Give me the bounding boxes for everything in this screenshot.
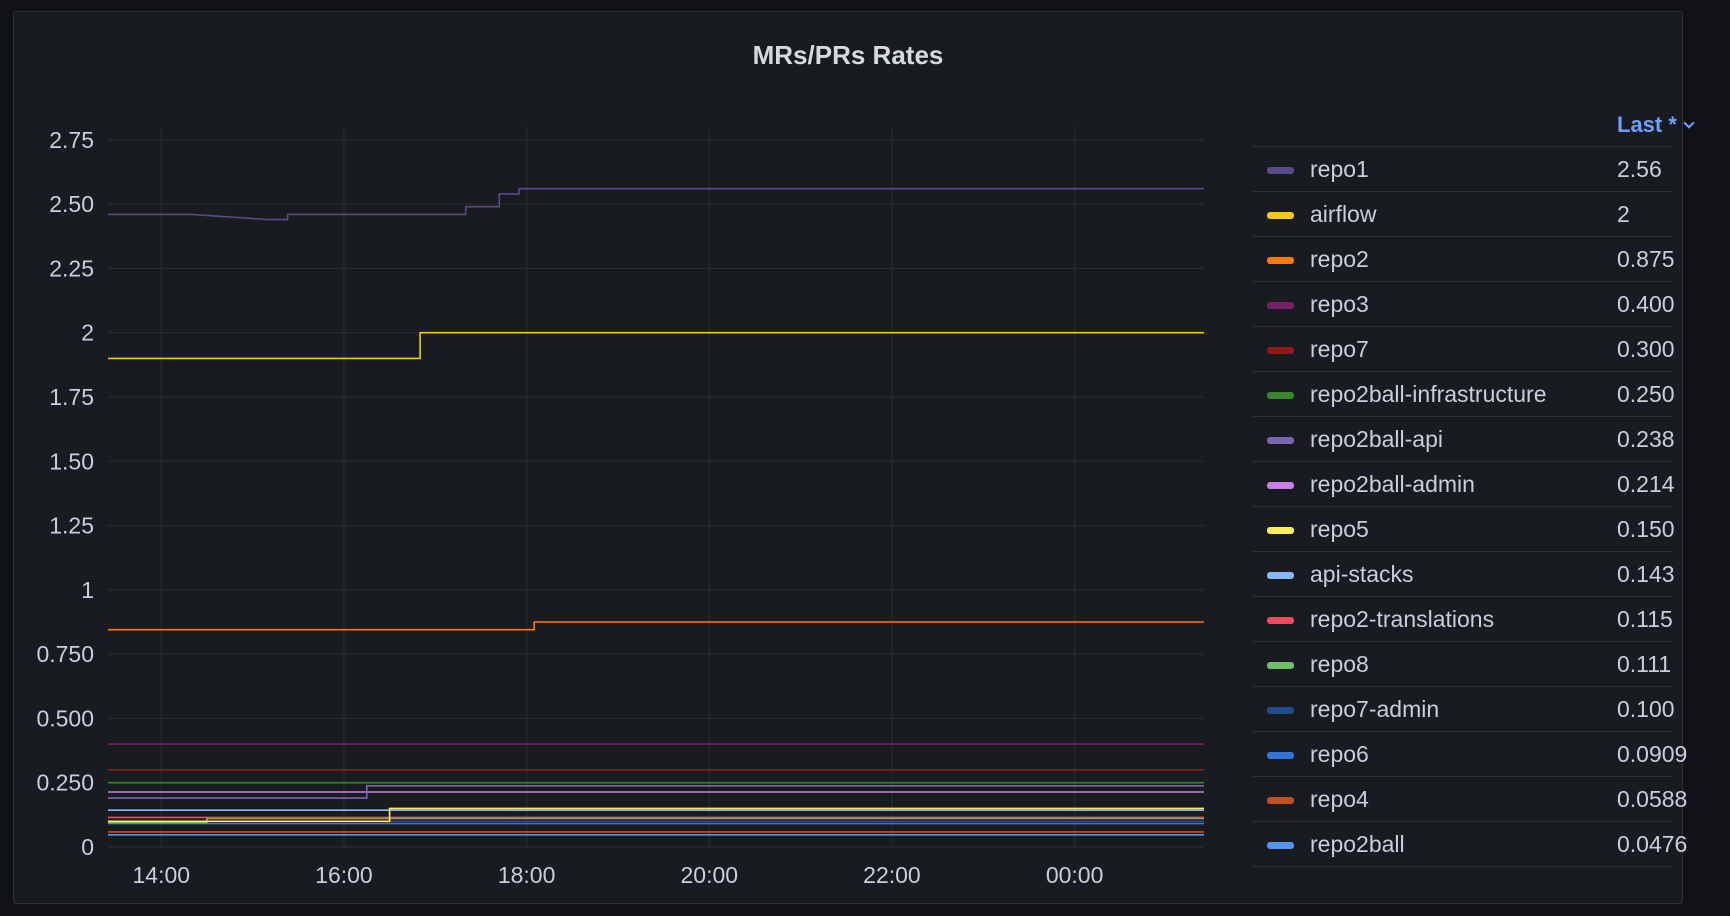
x-tick-label: 14:00: [132, 862, 190, 888]
legend-swatch: [1267, 752, 1294, 759]
line-chart: 0 0.250 0.500 0.750 1 1.25 1.50 1.75 2 2.25 2.50 2.…: [36, 127, 1204, 888]
y-tick-label: 1.50: [49, 448, 94, 474]
chevron-down-icon: [1683, 117, 1695, 129]
legend-last-value: 0.143: [1617, 561, 1675, 587]
legend-series-name: repo2ball-admin: [1310, 471, 1475, 497]
legend-swatch: [1267, 482, 1294, 489]
panel-title: MRs/PRs Rates: [752, 40, 944, 70]
legend-item-repo2ball-api[interactable]: repo2ball-api 0.238: [1252, 417, 1675, 462]
legend-header: Last *: [1252, 102, 1695, 147]
y-tick-label: 1.25: [49, 513, 94, 539]
legend-swatch: [1267, 167, 1294, 174]
legend-last-value: 0.0909: [1617, 741, 1688, 767]
y-tick-label: 2.50: [49, 191, 94, 217]
legend-series-name: repo2ball: [1310, 831, 1405, 857]
legend-item-repo2[interactable]: repo2 0.875: [1252, 237, 1675, 282]
x-tick-label: 18:00: [498, 862, 556, 888]
legend-series-name: repo7: [1310, 336, 1369, 362]
legend-last-value: 0.0588: [1617, 786, 1688, 812]
legend-item-repo5[interactable]: repo5 0.150: [1252, 507, 1675, 552]
legend-last-value: 2.56: [1617, 156, 1662, 182]
legend-swatch: [1267, 707, 1294, 714]
legend-swatch: [1267, 617, 1294, 624]
legend-series-name: repo2: [1310, 246, 1369, 272]
series-line-repo5: [108, 807, 1204, 823]
legend-item-airflow[interactable]: airflow 2: [1252, 192, 1672, 237]
legend-series-name: repo4: [1310, 786, 1369, 812]
legend-swatch: [1267, 842, 1294, 849]
legend-last-value: 0.250: [1617, 381, 1675, 407]
legend-swatch: [1267, 437, 1294, 444]
legend-item-repo2ball[interactable]: repo2ball 0.0476: [1252, 822, 1687, 867]
legend-swatch: [1267, 797, 1294, 804]
legend-swatch: [1267, 392, 1294, 399]
legend-series-name: repo3: [1310, 291, 1369, 317]
legend-last-value: 0.150: [1617, 516, 1675, 542]
y-tick-label: 0.500: [36, 705, 94, 731]
series-line-repo2ball-api: [108, 784, 1204, 799]
x-tick-label: 00:00: [1046, 862, 1104, 888]
legend: Last * repo1 2.56 airflow 2 repo2 0.875 repo3 0…: [1252, 102, 1695, 867]
legend-item-repo2ball-admin[interactable]: repo2ball-admin 0.214: [1252, 462, 1675, 507]
legend-series-name: repo2ball-infrastructure: [1310, 381, 1547, 407]
legend-last-value: 0.0476: [1617, 831, 1688, 857]
legend-last-value: 0.875: [1617, 246, 1675, 272]
legend-last-value: 0.111: [1617, 651, 1672, 677]
y-tick-label: 2.75: [49, 127, 94, 153]
legend-item-api-stacks[interactable]: api-stacks 0.143: [1252, 552, 1675, 597]
legend-last-value: 0.100: [1617, 696, 1675, 722]
legend-item-repo2ball-infrastructure[interactable]: repo2ball-infrastructure 0.250: [1252, 372, 1675, 417]
series-line-repo2: [108, 621, 1204, 631]
legend-last-value: 0.400: [1617, 291, 1675, 317]
legend-sort-button[interactable]: Last *: [1617, 112, 1695, 138]
legend-last-value: 0.115: [1617, 606, 1673, 632]
legend-series-name: repo2ball-api: [1310, 426, 1443, 452]
y-tick-label: 2.25: [49, 255, 94, 281]
y-tick-label: 1.75: [49, 384, 94, 410]
chart-panel: MRs/PRs Rates 0 0.250 0.500 0.750 1 1.25 1.50 1…: [13, 11, 1695, 904]
y-tick-label: 1: [81, 577, 94, 603]
legend-series-name: repo5: [1310, 516, 1369, 542]
x-tick-label: 22:00: [863, 862, 921, 888]
legend-series-name: repo6: [1310, 741, 1369, 767]
legend-swatch: [1267, 257, 1294, 264]
legend-swatch: [1267, 572, 1294, 579]
legend-series-name: repo8: [1310, 651, 1369, 677]
legend-series-name: repo7-admin: [1310, 696, 1440, 722]
legend-swatch: [1267, 212, 1294, 219]
legend-series-name: repo1: [1310, 156, 1369, 182]
legend-swatch: [1267, 347, 1294, 354]
legend-item-repo3[interactable]: repo3 0.400: [1252, 282, 1675, 327]
y-tick-label: 2: [81, 320, 94, 346]
legend-item-repo7-admin[interactable]: repo7-admin 0.100: [1252, 687, 1675, 732]
x-tick-label: 20:00: [680, 862, 738, 888]
x-tick-label: 16:00: [315, 862, 373, 888]
legend-series-name: api-stacks: [1310, 561, 1414, 587]
y-tick-label: 0.750: [36, 641, 94, 667]
y-tick-label: 0: [81, 834, 94, 860]
legend-swatch: [1267, 302, 1294, 309]
legend-series-name: repo2-translations: [1310, 606, 1495, 632]
legend-item-repo7[interactable]: repo7 0.300: [1252, 327, 1675, 372]
legend-item-repo1[interactable]: repo1 2.56: [1252, 147, 1672, 192]
legend-item-repo4[interactable]: repo4 0.0588: [1252, 777, 1687, 822]
legend-item-repo2-translations[interactable]: repo2-translations 0.115: [1252, 597, 1673, 642]
legend-swatch: [1267, 527, 1294, 534]
legend-rows: repo1 2.56 airflow 2 repo2 0.875 repo3 0.400 rep…: [1252, 147, 1687, 867]
legend-sort-label: Last *: [1617, 112, 1677, 137]
legend-item-repo8[interactable]: repo8 0.111: [1252, 642, 1672, 687]
legend-series-name: airflow: [1310, 201, 1377, 227]
legend-item-repo6[interactable]: repo6 0.0909: [1252, 732, 1687, 777]
series-line-repo1: [108, 187, 1204, 221]
series-line-airflow: [108, 331, 1204, 360]
legend-last-value: 0.300: [1617, 336, 1675, 362]
legend-swatch: [1267, 662, 1294, 669]
legend-last-value: 2: [1617, 201, 1630, 227]
legend-last-value: 0.214: [1617, 471, 1675, 497]
y-tick-label: 0.250: [36, 770, 94, 796]
legend-last-value: 0.238: [1617, 426, 1675, 452]
